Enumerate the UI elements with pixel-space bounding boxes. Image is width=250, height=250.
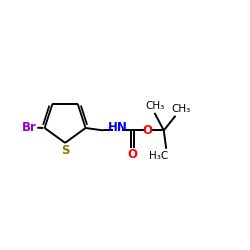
Text: O: O	[128, 148, 138, 161]
Text: H₃C: H₃C	[149, 150, 168, 160]
Text: HN: HN	[108, 122, 128, 134]
Text: CH₃: CH₃	[171, 104, 190, 114]
Text: O: O	[142, 124, 152, 137]
Text: CH₃: CH₃	[145, 101, 165, 111]
Text: Br: Br	[22, 121, 37, 134]
Text: S: S	[61, 144, 69, 157]
